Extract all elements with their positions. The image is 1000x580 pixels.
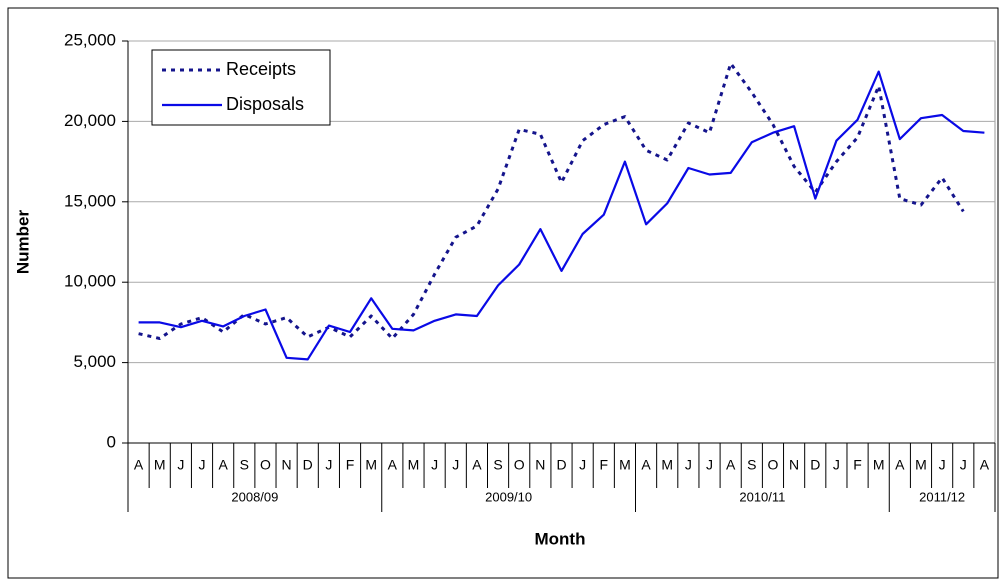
y-tick-label: 0 <box>107 432 116 451</box>
x-tick-label: A <box>388 457 398 473</box>
x-tick-label: A <box>472 457 482 473</box>
x-tick-label: D <box>810 457 820 473</box>
x-tick-label: A <box>895 457 905 473</box>
x-tick-label: A <box>980 457 990 473</box>
x-tick-label: J <box>960 457 967 473</box>
x-tick-label: A <box>134 457 144 473</box>
x-tick-label: F <box>346 457 355 473</box>
x-tick-label: J <box>452 457 459 473</box>
legend-box <box>151 49 331 126</box>
y-tick-label: 20,000 <box>64 111 116 130</box>
x-tick-label: N <box>535 457 545 473</box>
x-tick-label: O <box>768 457 779 473</box>
x-tick-label: M <box>408 457 420 473</box>
x-tick-label: S <box>747 457 756 473</box>
x-tick-label: A <box>641 457 651 473</box>
y-tick-label: 15,000 <box>64 191 116 210</box>
x-tick-label: O <box>260 457 271 473</box>
x-tick-label: J <box>685 457 692 473</box>
x-tick-label: J <box>431 457 438 473</box>
legend-label: Receipts <box>226 59 296 79</box>
y-axis-title: Number <box>13 210 32 275</box>
x-tick-label: J <box>706 457 713 473</box>
x-tick-label: J <box>939 457 946 473</box>
x-tick-label: M <box>873 457 885 473</box>
group-label: 2008/09 <box>231 489 278 504</box>
group-label: 2010/11 <box>739 489 785 504</box>
x-tick-label: M <box>365 457 377 473</box>
x-tick-label: J <box>199 457 206 473</box>
x-tick-label: A <box>218 457 228 473</box>
series-line <box>138 70 985 361</box>
x-tick-label: N <box>282 457 292 473</box>
x-tick-label: M <box>619 457 631 473</box>
y-tick-label: 25,000 <box>64 30 116 49</box>
x-tick-label: M <box>915 457 927 473</box>
legend-label: Disposals <box>226 94 304 114</box>
x-tick-label: J <box>325 457 332 473</box>
x-tick-label: A <box>726 457 736 473</box>
y-tick-label: 10,000 <box>64 272 116 291</box>
y-tick-label: 5,000 <box>73 352 116 371</box>
x-tick-label: F <box>853 457 862 473</box>
series-line <box>138 62 965 340</box>
x-tick-label: D <box>303 457 313 473</box>
group-label: 2011/12 <box>919 489 965 504</box>
x-tick-label: J <box>579 457 586 473</box>
x-tick-label: F <box>600 457 609 473</box>
group-label: 2009/10 <box>485 489 532 504</box>
x-axis-title: Month <box>535 529 586 548</box>
x-tick-label: M <box>661 457 673 473</box>
x-tick-label: S <box>493 457 502 473</box>
x-tick-label: J <box>177 457 184 473</box>
x-tick-label: D <box>556 457 566 473</box>
x-tick-label: S <box>240 457 249 473</box>
x-tick-label: J <box>833 457 840 473</box>
x-tick-label: O <box>514 457 525 473</box>
x-tick-label: M <box>154 457 166 473</box>
x-tick-label: N <box>789 457 799 473</box>
